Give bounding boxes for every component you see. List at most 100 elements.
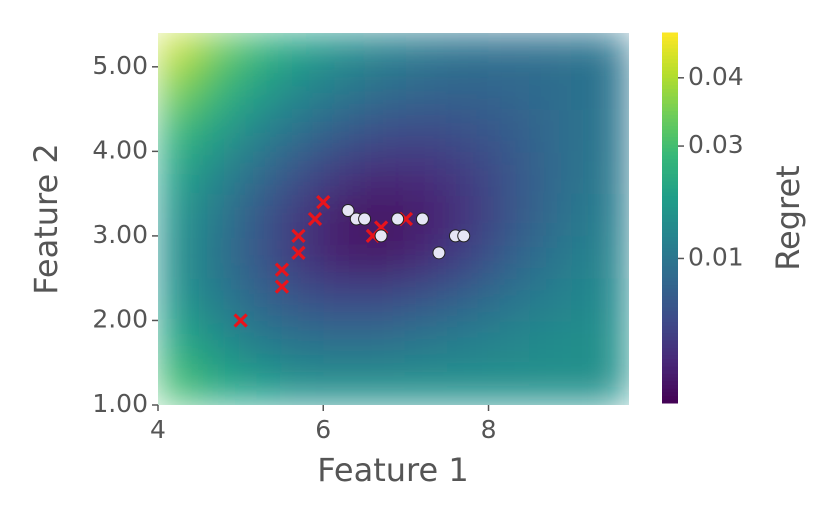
heatmap-cell [446, 33, 490, 68]
x-marker [291, 228, 306, 244]
heatmap-cell [488, 362, 531, 405]
y-tick-label: 4.00 [92, 135, 148, 164]
circle-marker [457, 229, 471, 243]
heatmap-cell [446, 150, 490, 195]
heatmap-cell [364, 150, 407, 195]
heatmap-cell [158, 193, 200, 237]
heatmap-cell [281, 150, 324, 195]
heatmap-cell [198, 66, 242, 110]
heatmap-cell [240, 235, 283, 279]
heatmap-cell [158, 235, 200, 279]
heatmap-cell [158, 66, 200, 110]
heatmap-cell [405, 33, 448, 68]
heatmap-cell [570, 108, 629, 152]
heatmap-cell [529, 362, 572, 405]
x-marker [291, 245, 306, 260]
colorbar-tick-label: 0.04 [688, 62, 744, 91]
heatmap-cell [158, 319, 200, 364]
heatmap-cell [240, 193, 283, 237]
heatmap-cell [240, 319, 283, 364]
colorbar-label: Regret [769, 165, 807, 270]
heatmap-cell [570, 66, 629, 110]
heatmap-cell [446, 319, 490, 364]
heatmap-cell [364, 235, 407, 279]
heatmap-cell [198, 277, 242, 321]
circle-marker [341, 204, 355, 218]
heatmap-cell [446, 362, 490, 405]
heatmap-cell [364, 66, 407, 110]
heatmap-cell [446, 66, 490, 110]
heatmap-cell [488, 319, 531, 364]
x-marker [274, 279, 290, 294]
circle-marker [432, 246, 446, 260]
heatmap-area [158, 33, 629, 405]
heatmap-cell [570, 362, 629, 405]
heatmap-cell [322, 277, 366, 321]
circle-marker [358, 212, 372, 226]
heatmap-cell [488, 235, 531, 279]
heatmap-cells [158, 33, 629, 405]
x-axis-label: Feature 1 [317, 451, 468, 489]
heatmap-cell [158, 33, 200, 68]
heatmap-cell [488, 150, 531, 195]
heatmap-cell [529, 150, 572, 195]
heatmap-cell [281, 33, 324, 68]
heatmap-cell [446, 235, 490, 279]
heatmap-cell [198, 193, 242, 237]
heatmap-cell [570, 150, 629, 195]
heatmap-cell [322, 319, 366, 364]
heatmap-cell [529, 66, 572, 110]
heatmap-cell [198, 362, 242, 405]
heatmap-cell [240, 362, 283, 405]
colorbar-tick-label: 0.01 [688, 242, 744, 271]
heatmap-cell [529, 319, 572, 364]
x-marker [316, 194, 331, 210]
heatmap-cell [198, 319, 242, 364]
heatmap-cell [158, 362, 200, 405]
heatmap-cell [529, 235, 572, 279]
heatmap-cell [446, 108, 490, 152]
heatmap-cell [405, 66, 448, 110]
heatmap-cell [240, 108, 283, 152]
heatmap-cell [322, 362, 366, 405]
x-marker [274, 262, 290, 277]
heatmap-cell [405, 362, 448, 405]
x-marker [307, 211, 323, 227]
heatmap-cell [570, 235, 629, 279]
heatmap-cell [240, 66, 283, 110]
heatmap-cell [529, 193, 572, 237]
heatmap-cell [529, 108, 572, 152]
heatmap-cell [322, 235, 366, 279]
circle-marker [391, 212, 405, 226]
heatmap-cell [570, 33, 629, 68]
y-tick-label: 3.00 [92, 220, 148, 249]
heatmap-cell [158, 108, 200, 152]
x-tick-label: 4 [150, 415, 166, 444]
x-marker [233, 313, 248, 328]
heatmap-cell [405, 108, 448, 152]
heatmap-cell [488, 277, 531, 321]
heatmap-cell [322, 150, 366, 195]
heatmap-cell [488, 193, 531, 237]
x-tick-label: 6 [315, 415, 331, 444]
colorbar-tick-label: 0.03 [688, 130, 744, 159]
heatmap-cell [240, 150, 283, 195]
heatmap-cell [158, 277, 200, 321]
heatmap-cell [281, 362, 324, 405]
y-tick-label: 1.00 [92, 389, 148, 418]
heatmap-cell [446, 277, 490, 321]
heatmap-cell [570, 277, 629, 321]
y-tick-label: 2.00 [92, 304, 148, 333]
heatmap-cell [488, 33, 531, 68]
heatmap-cell [405, 277, 448, 321]
heatmap-cell [364, 319, 407, 364]
heatmap-cell [198, 108, 242, 152]
heatmap-cell [281, 108, 324, 152]
heatmap-cell [158, 150, 200, 195]
heatmap-cell [281, 277, 324, 321]
heatmap-cell [446, 193, 490, 237]
colorbar [662, 32, 678, 404]
heatmap-cell [198, 150, 242, 195]
heatmap-cell [322, 108, 366, 152]
